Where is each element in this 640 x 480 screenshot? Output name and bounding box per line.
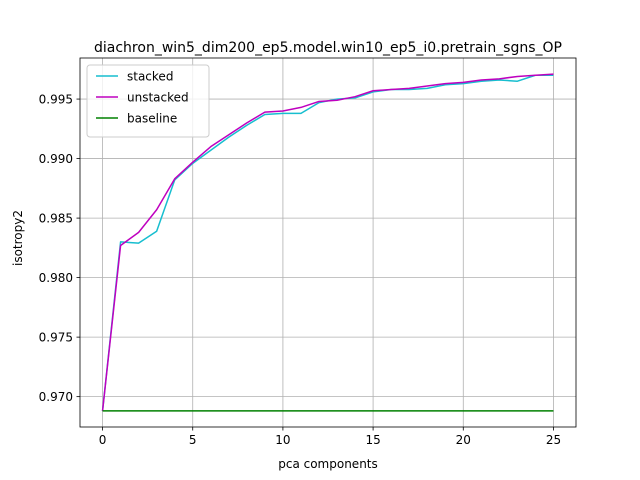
series-lines [101, 73, 554, 412]
x-tick-label: 25 [546, 433, 561, 447]
legend: stacked unstacked baseline [86, 64, 210, 138]
y-tick-label: 0.975 [39, 330, 73, 344]
y-tick-label: 0.995 [39, 92, 73, 106]
x-tick-label: 15 [365, 433, 380, 447]
x-tick-label: 0 [99, 433, 107, 447]
x-tick-label: 10 [275, 433, 290, 447]
legend-box [86, 64, 210, 138]
axis-ticks: 0 5 10 15 20 25 0.970 0.975 0.980 0.985 0.990 0.995 [39, 92, 561, 447]
plot-area-frame [79, 57, 577, 428]
legend-label-stacked: stacked [127, 69, 173, 83]
chart-title: diachron_win5_dim200_ep5.model.win10_ep5… [94, 40, 562, 56]
grid [80, 58, 576, 427]
y-tick-label: 0.990 [39, 152, 73, 166]
y-tick-label: 0.985 [39, 211, 73, 225]
series-line-unstacked [101, 73, 554, 412]
x-tick-label: 5 [189, 433, 197, 447]
y-tick-label: 0.980 [39, 271, 73, 285]
x-tick-label: 20 [456, 433, 471, 447]
y-axis-label: isotropy2 [11, 210, 25, 266]
legend-label-baseline: baseline [127, 111, 177, 125]
y-tick-label: 0.970 [39, 390, 73, 404]
x-axis-label: pca components [278, 457, 378, 471]
legend-label-unstacked: unstacked [127, 90, 189, 104]
